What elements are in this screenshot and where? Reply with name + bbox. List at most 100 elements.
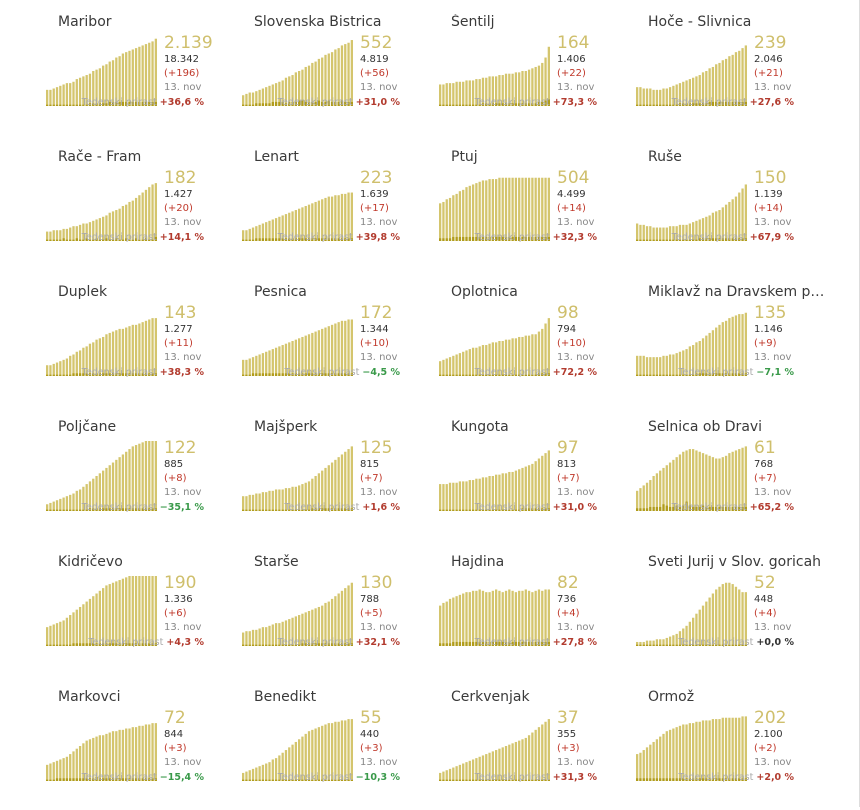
daily-cases-bar [711,644,715,646]
daily-cases-bar [695,644,698,646]
daily-cases-bar [471,104,475,106]
daily-cases-bar [251,239,255,241]
daily-cases-bar [281,509,284,511]
active-cases-bar [678,631,682,646]
active-cases-value: 239 [754,33,787,53]
active-cases-bar [121,454,125,511]
date-label: 13. nov [360,757,398,768]
active-cases-bar [334,49,337,106]
daily-cases-bar [281,779,284,781]
active-cases-bar [330,723,334,781]
active-cases-bar [304,335,307,376]
municipality-name: Ruše [648,149,682,165]
active-cases-bar [504,177,508,241]
active-cases-bar [695,721,698,781]
daily-cases-bar [501,374,504,376]
daily-cases-bar [544,779,547,781]
active-cases-bar [65,617,69,646]
weekly-growth-label: Tedenski prirast [671,502,747,513]
weekly-growth-label: Tedenski prirast [678,367,754,378]
daily-cases-bar [314,779,317,781]
daily-cases-bar [537,373,541,376]
active-cases-bar [65,756,69,781]
active-cases-bar [541,455,544,511]
active-cases-bar [92,478,95,511]
active-cases-bar [721,322,724,376]
daily-cases-bar [478,374,481,376]
daily-cases-bar [154,643,157,646]
active-cases-bar [652,640,655,646]
daily-cases-bar [636,374,639,376]
daily-cases-bar [245,239,248,241]
active-cases-bar [59,498,62,511]
active-cases-bar [268,350,271,376]
weekly-growth: Tedenski prirast +32,3 % [475,232,597,243]
active-cases-bar [695,450,698,511]
active-cases-bar [327,601,330,646]
active-cases-bar [111,731,115,781]
municipality-card: Slovenska Bistrica 552 4.819 (+56) 13. nov Te… [242,0,438,135]
daily-cases-bar [82,373,85,376]
active-cases-bar [495,474,498,511]
active-cases-bar [255,767,258,781]
daily-cases-bar [327,508,330,511]
active-cases-bar [665,731,668,781]
daily-cases-bar [514,509,518,511]
date-label: 13. nov [360,82,398,93]
active-cases-bar [304,612,307,646]
daily-cases-bar [518,236,521,241]
daily-cases-bar [445,779,448,781]
daily-increase-value: (+5) [360,608,383,619]
active-cases-bar [724,58,728,106]
daily-cases-bar [134,508,138,511]
active-cases-bar [55,362,59,376]
daily-cases-bar [52,239,55,241]
active-cases-bar [731,316,734,376]
active-cases-bar [46,504,49,511]
active-cases-bar [268,85,271,106]
active-cases-bar [491,751,494,781]
daily-cases-bar [268,238,271,241]
daily-cases-bar [668,778,672,781]
sparkline-chart [242,319,353,376]
municipality-card: Benedikt 55 440 (+3) 13. nov Tedenski prirast… [242,675,438,810]
active-cases-bar [462,763,465,781]
active-cases-bar [734,315,738,376]
active-cases-bar [481,477,485,511]
active-cases-bar [475,347,478,376]
active-cases-bar [498,748,501,781]
municipality-name: Ormož [648,689,695,705]
municipality-card: Lenart 223 1.639 (+17) 13. nov Tedenski prira… [242,135,438,270]
daily-cases-bar [59,509,62,511]
active-cases-bar [128,50,131,106]
active-cases-value: 72 [164,708,186,728]
active-cases-bar [692,723,695,781]
active-cases-bar [537,331,541,376]
active-cases-bar [148,576,151,646]
active-cases-bar [665,227,668,241]
weekly-growth: Tedenski prirast +31,3 % [475,772,597,783]
active-cases-bar [458,594,462,646]
daily-cases-bar [258,373,261,376]
daily-cases-bar [655,644,659,646]
active-cases-bar [78,606,82,646]
daily-cases-bar [695,103,698,106]
active-cases-bar [72,612,75,646]
daily-cases-bar [481,103,485,106]
daily-cases-bar [324,101,327,106]
active-cases-bar [288,747,291,781]
total-cases-value: 815 [360,459,380,470]
active-cases-bar [452,355,455,376]
daily-cases-bar [682,644,685,646]
daily-cases-bar [242,104,245,106]
total-cases-value: 1.406 [557,54,586,65]
active-cases-bar [642,355,645,376]
active-cases-bar [344,588,347,646]
daily-cases-bar [678,239,682,241]
daily-cases-bar [501,509,504,511]
weekly-growth-label: Tedenski prirast [671,97,747,108]
daily-cases-bar [134,778,138,781]
weekly-growth-value: +39,8 % [355,232,400,243]
daily-cases-bar [75,373,78,376]
active-cases-bar [105,215,108,241]
